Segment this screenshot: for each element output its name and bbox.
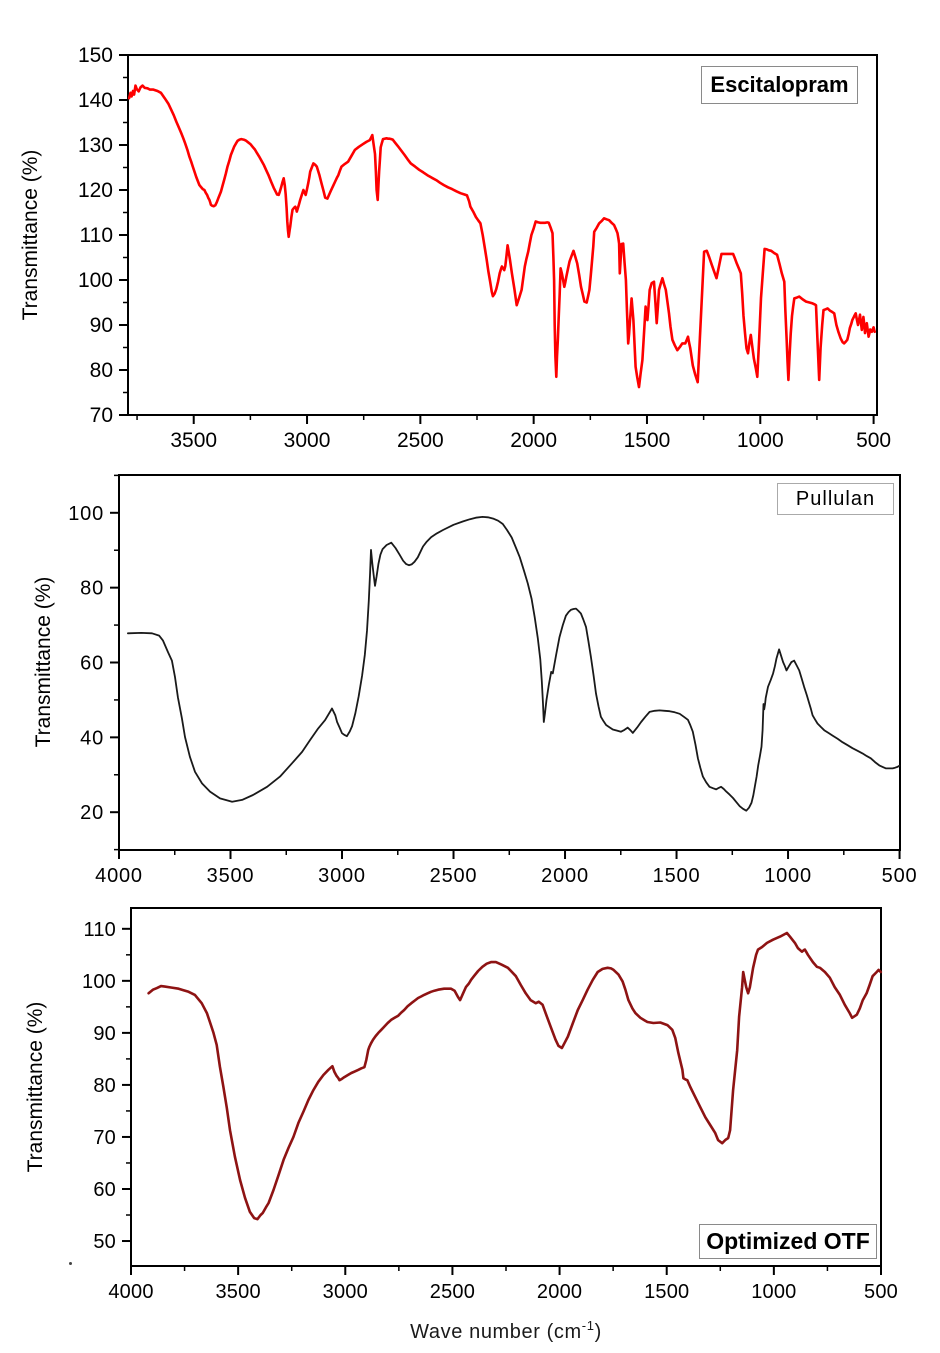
chart1-y-tick-label: 140 [78,89,113,112]
chart3-y-tick-label: 50 [93,1231,116,1253]
chart1-x-tick-label: 500 [856,429,891,452]
chart2-x-tick-label: 3500 [207,865,255,887]
chart2-x-tick-label: 2500 [430,865,478,887]
chart3-legend-optimized-otf: Optimized OTF [699,1224,877,1259]
chart1-y-tick-label: 90 [90,314,113,337]
chart3-y-tick-label: 100 [82,971,116,993]
chart2-x-tick-label: 3000 [318,865,366,887]
chart1-y-tick-label: 150 [78,44,113,67]
chart2-y-axis-title: Transmittance (%) [32,576,55,748]
chart2-x-tick-label: 2000 [541,865,589,887]
chart1-y-tick-label: 110 [80,224,113,247]
chart1-y-axis-title: Transmittance (%) [19,149,42,321]
chart1-spectrum-curve [127,84,877,389]
chart1-x-tick-label: 1500 [624,429,671,452]
chart1-y-tick-label: 80 [90,359,113,382]
chart2-legend-pullulan: Pullulan [777,483,894,515]
chart1-x-tick-label: 2000 [510,429,557,452]
chart3-x-tick-label: 1000 [751,1281,796,1303]
chart2-y-tick-label: 20 [80,802,104,824]
chart1-x-tick-label: 3000 [284,429,331,452]
chart1-x-tick-label: 2500 [397,429,444,452]
chart3-x-tick-label: 500 [864,1281,898,1303]
x-axis-title-close: ) [594,1320,602,1343]
chart3-plot-frame [130,907,882,1267]
x-axis-title-superscript: -1 [581,1318,595,1334]
chart2-x-tick-label: 1000 [764,865,812,887]
chart3-y-axis-title: Transmittance (%) [24,1001,47,1173]
chart2-y-tick-label: 60 [80,653,104,675]
chart3-x-tick-label: 1500 [644,1281,689,1303]
chart3-x-tick-label: 4000 [108,1281,153,1303]
chart3-legend-label: Optimized OTF [706,1228,870,1254]
chart1-y-tick-label: 120 [78,179,113,202]
chart1-legend-escitalopram: Escitalopram [701,66,858,104]
chart3-y-tick-label: 60 [93,1179,116,1201]
chart1-plot-frame [127,54,878,416]
chart2-legend-label: Pullulan [795,487,876,510]
chart2-x-tick-label: 1500 [653,865,701,887]
chart1-x-tick-label: 1000 [737,429,784,452]
chart3-x-tick-label: 3000 [323,1281,368,1303]
chart1-y-tick-label: 130 [78,134,113,157]
chart3-x-tick-label: 3500 [215,1281,260,1303]
x-axis-title-main: Wave number (cm [410,1320,582,1343]
chart3-x-tick-label: 2000 [537,1281,582,1303]
chart1-legend-label: Escitalopram [710,72,849,97]
chart3-x-tick-label: 2500 [430,1281,475,1303]
chart3-y-tick-label: 80 [93,1075,116,1097]
chart3-y-tick-label: 110 [84,919,117,941]
chart1-y-tick-label: 70 [90,404,113,427]
x-axis-title: Wave number (cm-1) [410,1318,602,1344]
stray-dot [69,1262,72,1265]
chart2-spectrum-curve [127,516,901,812]
chart3-spectrum-curve [147,931,883,1221]
chart1-x-tick-label: 3500 [170,429,217,452]
chart2-y-tick-label: 80 [80,578,104,600]
chart2-y-tick-label: 100 [68,503,104,525]
chart2-x-tick-label: 500 [882,865,918,887]
chart3-y-tick-label: 70 [93,1127,116,1149]
chart2-y-tick-label: 40 [80,727,104,749]
chart1-y-tick-label: 100 [78,269,113,292]
chart2-x-tick-label: 4000 [95,865,143,887]
chart3-y-tick-label: 90 [93,1023,116,1045]
